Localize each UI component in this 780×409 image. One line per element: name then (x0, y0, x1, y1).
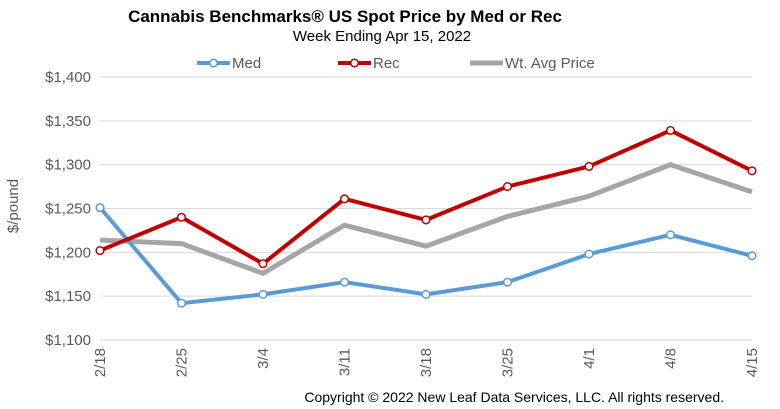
chart-subtitle: Week Ending Apr 15, 2022 (293, 28, 471, 45)
x-tick-label: 3/4 (255, 348, 272, 369)
chart-title: Cannabis Benchmarks® US Spot Price by Me… (128, 7, 562, 26)
data-point-rec (502, 182, 513, 192)
y-tick-label: $1,350 (45, 113, 91, 130)
data-point-rec (95, 246, 105, 256)
y-tick-label: $1,100 (45, 332, 91, 349)
x-tick-label: 2/25 (174, 348, 191, 377)
y-tick-label: $1,400 (45, 69, 91, 86)
y-tick-label: $1,150 (45, 288, 91, 305)
x-tick-label: 3/25 (500, 348, 517, 377)
legend-label-wt-avg-price: Wt. Avg Price (505, 55, 595, 72)
x-tick-label: 4/15 (744, 348, 761, 377)
series-line-wt-avg-price (99, 162, 753, 276)
x-tick-label: 3/11 (337, 348, 354, 376)
data-point-rec (258, 259, 268, 269)
data-point-rec (665, 125, 676, 136)
x-tick-label: 2/18 (92, 348, 109, 377)
y-tick-label: $1,200 (45, 244, 91, 261)
copyright-annotation: Copyright © 2022 New Leaf Data Services,… (304, 389, 724, 405)
data-point-rec (176, 212, 187, 222)
x-tick-label: 4/8 (663, 348, 680, 369)
data-point-rec (421, 215, 431, 225)
legend-marker-rec (349, 58, 360, 68)
data-point-rec (584, 161, 594, 171)
data-point-med (584, 249, 594, 259)
legend-marker-med (208, 58, 219, 68)
y-tick-label: $1,250 (45, 201, 91, 218)
data-point-med (747, 251, 757, 261)
data-point-med (258, 289, 268, 299)
data-point-med (665, 230, 676, 240)
y-axis-label: $/pound (5, 179, 22, 233)
data-point-med (421, 289, 431, 299)
x-tick-label: 4/1 (581, 348, 598, 369)
data-point-med (95, 203, 105, 213)
data-point-rec (339, 194, 350, 204)
data-point-rec (747, 166, 757, 176)
x-tick-label: 3/18 (418, 348, 435, 377)
data-point-med (176, 298, 187, 308)
data-point-med (339, 277, 350, 287)
legend-label-rec: Rec (373, 55, 400, 72)
legend-label-med: Med (232, 55, 261, 72)
data-point-med (502, 277, 513, 287)
y-tick-label: $1,300 (45, 157, 91, 174)
